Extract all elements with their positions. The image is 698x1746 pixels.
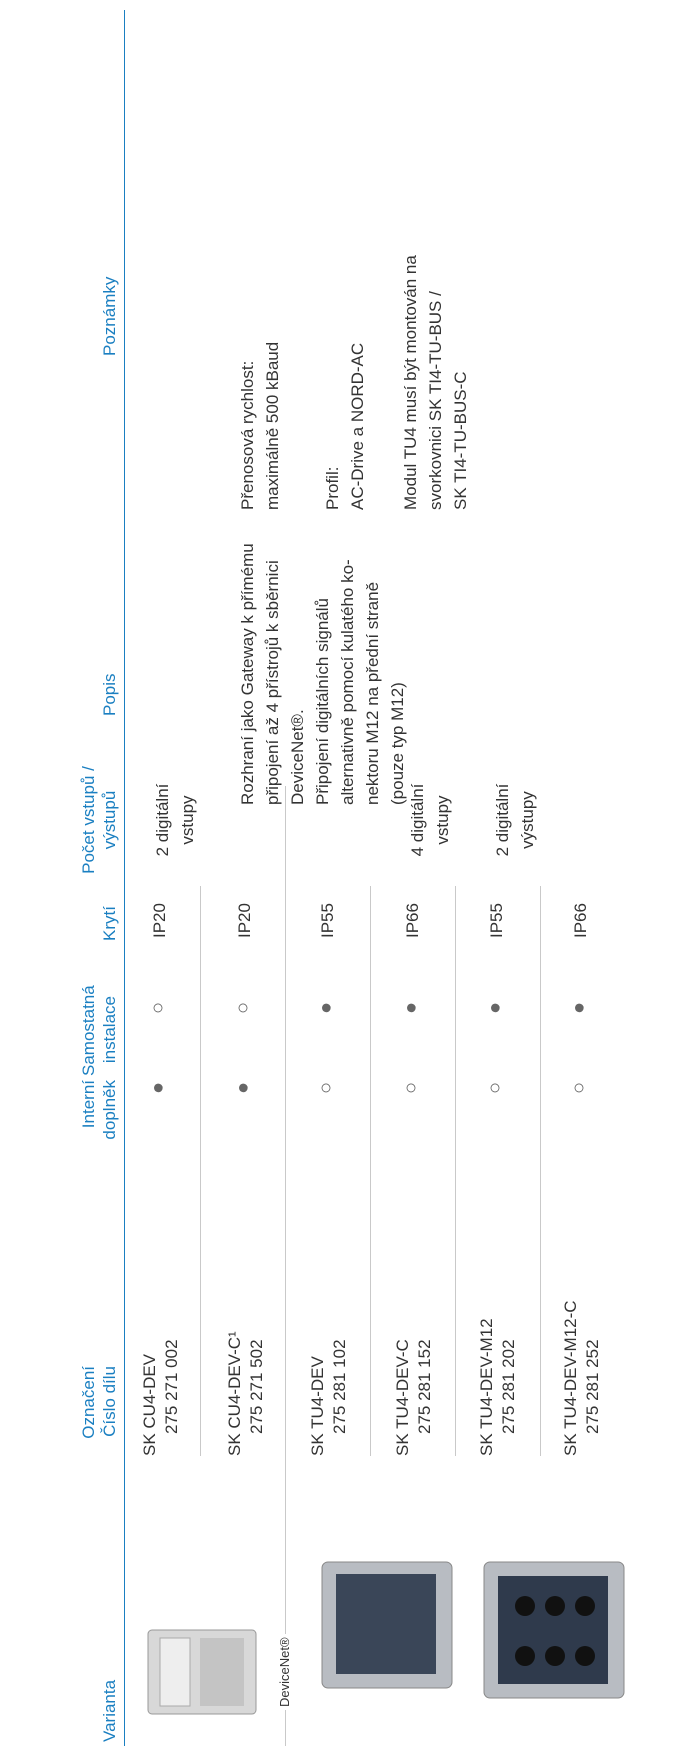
io-count: 2 digitální vstupy: [153, 783, 197, 857]
header-notes: Poznámky: [100, 276, 119, 356]
internal-mark: ○: [315, 1081, 337, 1094]
protection: IP66: [403, 903, 422, 938]
header-io: Počet vstupů / výstupů: [79, 766, 119, 874]
standalone-mark: ●: [568, 1001, 590, 1014]
part-number: 275 281 152: [415, 1339, 434, 1434]
image-tu4-m12: [483, 1561, 625, 1699]
internal-mark: ○: [568, 1081, 590, 1094]
internal-mark: ○: [400, 1081, 422, 1094]
row-rule: [200, 886, 201, 1456]
part-number: 275 271 502: [247, 1339, 266, 1434]
note: Profil: AC-Drive a NORD-AC: [323, 342, 367, 510]
io-count: 4 digitální vstupy: [408, 783, 452, 857]
standalone-mark: ●: [484, 1001, 506, 1014]
protection: IP66: [571, 903, 590, 938]
row-rule: [370, 886, 371, 1456]
internal-mark: ●: [147, 1081, 169, 1094]
header-standalone: Samostatná instalace: [79, 985, 119, 1076]
note: Modul TU4 musí být montován na svorkovni…: [401, 255, 470, 510]
note: Přenosová rychlost: maximálně 500 kBaud: [238, 341, 282, 510]
header-description: Popis: [100, 673, 119, 716]
header-protection: Krytí: [100, 906, 119, 941]
description: Rozhraní jako Gateway k přímému připojen…: [238, 543, 407, 805]
internal-mark: ●: [232, 1081, 254, 1094]
protection: IP55: [487, 903, 506, 938]
part-number: 275 271 002: [162, 1339, 181, 1434]
header-internal: Interní doplněk: [79, 1080, 119, 1140]
row-rule: [540, 886, 541, 1456]
part-number: 275 281 252: [583, 1339, 602, 1434]
internal-mark: ○: [484, 1081, 506, 1094]
standalone-mark: ○: [232, 1001, 254, 1014]
header-variant: Varianta: [100, 1679, 119, 1742]
standalone-mark: ●: [315, 1001, 337, 1014]
device-images: [147, 1561, 625, 1715]
part-number: 275 281 102: [330, 1339, 349, 1434]
image-cu4: [147, 1629, 257, 1715]
protection: IP20: [235, 903, 254, 938]
image-tu4: [321, 1561, 453, 1689]
protection: IP20: [150, 903, 169, 938]
row-rule: [455, 886, 456, 1456]
standalone-mark: ●: [400, 1001, 422, 1014]
part-number: 275 281 202: [499, 1339, 518, 1434]
bus-label: DeviceNet®: [276, 1634, 294, 1710]
standalone-mark: ○: [147, 1001, 169, 1014]
io-count: 2 digitální výstupy: [493, 783, 537, 857]
header-designation: Označení Číslo dílu: [79, 1366, 119, 1439]
protection: IP55: [318, 903, 337, 938]
